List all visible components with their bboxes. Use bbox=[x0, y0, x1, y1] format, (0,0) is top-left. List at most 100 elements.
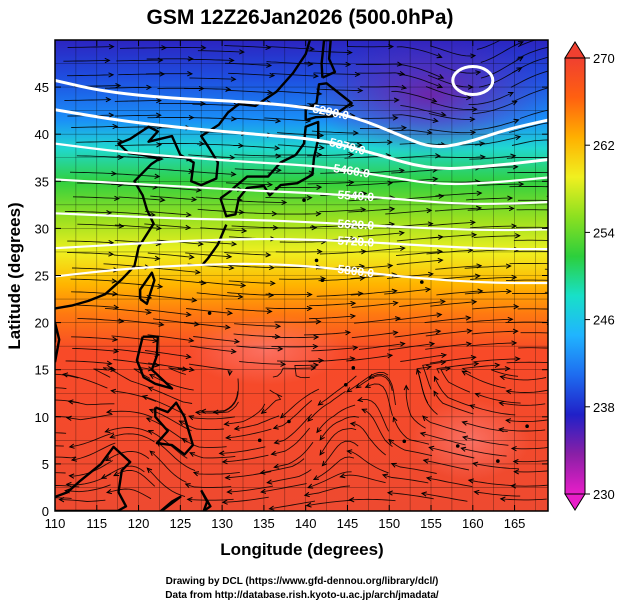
streamline bbox=[470, 276, 517, 280]
streamline bbox=[434, 376, 470, 407]
streamline-arrow bbox=[212, 409, 219, 415]
streamline-arrow bbox=[275, 118, 282, 124]
streamline-arrow bbox=[191, 297, 198, 303]
x-tick-label: 150 bbox=[378, 516, 400, 531]
streamline bbox=[186, 308, 232, 314]
streamline-arrow bbox=[149, 450, 156, 456]
streamline-arrow bbox=[189, 452, 196, 457]
streamline bbox=[70, 278, 117, 282]
colorbar-bottom-triangle bbox=[564, 493, 586, 511]
streamline-arrow bbox=[104, 456, 112, 462]
streamline bbox=[438, 156, 485, 158]
warm-patch bbox=[185, 315, 345, 385]
streamline bbox=[199, 281, 246, 287]
streamline-arrow bbox=[433, 375, 439, 382]
height-contour-label: 5540.0 bbox=[337, 188, 375, 205]
streamline bbox=[476, 40, 502, 50]
island bbox=[257, 438, 262, 443]
height-contour bbox=[55, 142, 548, 186]
streamline bbox=[274, 441, 314, 468]
streamline-arrow bbox=[515, 31, 520, 35]
streamline bbox=[422, 361, 446, 390]
streamline bbox=[388, 343, 435, 351]
streamline bbox=[189, 117, 236, 120]
streamline-arrow bbox=[317, 400, 324, 406]
streamline-arrow bbox=[20, 433, 25, 437]
streamline bbox=[189, 171, 236, 175]
streamline bbox=[474, 491, 521, 497]
streamline-arrow bbox=[348, 151, 355, 158]
streamline bbox=[107, 488, 152, 500]
streamline-arrow bbox=[435, 329, 442, 335]
streamline bbox=[104, 86, 151, 89]
streamline bbox=[467, 207, 514, 211]
streamline-arrow bbox=[187, 71, 194, 77]
streamline-arrow bbox=[470, 219, 476, 226]
streamline-arrow bbox=[465, 315, 472, 321]
x-tick-label: 155 bbox=[420, 516, 442, 531]
streamline-arrow bbox=[268, 292, 275, 298]
streamline-arrow bbox=[147, 429, 154, 435]
streamline bbox=[219, 446, 266, 454]
streamline-arrow bbox=[266, 308, 273, 314]
streamline-arrow bbox=[403, 384, 409, 391]
streamline bbox=[184, 87, 231, 90]
streamline-arrow bbox=[400, 84, 408, 90]
island bbox=[343, 382, 348, 387]
streamline bbox=[65, 484, 111, 493]
streamline bbox=[55, 416, 71, 418]
streamline bbox=[393, 155, 440, 159]
island bbox=[402, 439, 407, 444]
coastline bbox=[159, 495, 182, 511]
streamline bbox=[422, 415, 466, 434]
streamline-arrow bbox=[600, 363, 605, 367]
streamline bbox=[471, 166, 518, 170]
streamline bbox=[303, 331, 350, 336]
streamline bbox=[350, 423, 386, 456]
streamline-arrow bbox=[588, 186, 593, 190]
colorbar-top-triangle bbox=[564, 41, 586, 59]
streamline bbox=[351, 331, 398, 339]
streamline-arrow bbox=[467, 84, 474, 90]
streamline-arrow bbox=[350, 235, 357, 242]
streamline bbox=[71, 442, 116, 461]
streamline bbox=[234, 117, 281, 122]
streamline bbox=[182, 438, 227, 448]
streamline-arrow bbox=[265, 44, 272, 51]
streamline bbox=[71, 291, 118, 295]
streamline bbox=[425, 330, 472, 337]
streamline bbox=[511, 139, 548, 146]
streamline bbox=[266, 61, 313, 65]
streamline-arrow bbox=[511, 223, 518, 229]
streamline bbox=[515, 226, 548, 228]
streamline bbox=[146, 467, 186, 498]
streamline-arrow bbox=[225, 434, 232, 441]
streamline-arrow bbox=[305, 502, 312, 508]
streamline-arrow bbox=[33, 484, 38, 488]
streamline-arrow bbox=[68, 443, 75, 449]
streamline-arrow bbox=[184, 483, 191, 488]
streamline bbox=[313, 456, 355, 480]
streamline-arrow bbox=[597, 156, 602, 160]
streamline-arrow bbox=[155, 225, 162, 231]
streamline-arrow bbox=[392, 115, 399, 121]
streamline bbox=[154, 186, 201, 191]
streamline-arrow bbox=[471, 299, 478, 305]
streamline-arrow bbox=[470, 53, 477, 59]
streamline-arrow bbox=[115, 83, 122, 89]
streamline bbox=[76, 140, 123, 143]
streamline bbox=[308, 471, 352, 489]
streamline-arrow bbox=[595, 102, 600, 106]
height-contour-label: 5720.0 bbox=[337, 234, 375, 250]
streamline-arrow bbox=[200, 408, 207, 414]
streamline bbox=[470, 342, 517, 347]
streamline-arrow bbox=[265, 252, 272, 258]
streamline bbox=[319, 250, 366, 255]
streamline-arrow bbox=[425, 364, 432, 370]
height-contour bbox=[55, 237, 548, 251]
streamline bbox=[466, 197, 513, 201]
streamline bbox=[114, 224, 161, 229]
streamline-arrow bbox=[436, 312, 443, 318]
streamline-arrow bbox=[356, 142, 363, 148]
streamline bbox=[428, 113, 475, 120]
